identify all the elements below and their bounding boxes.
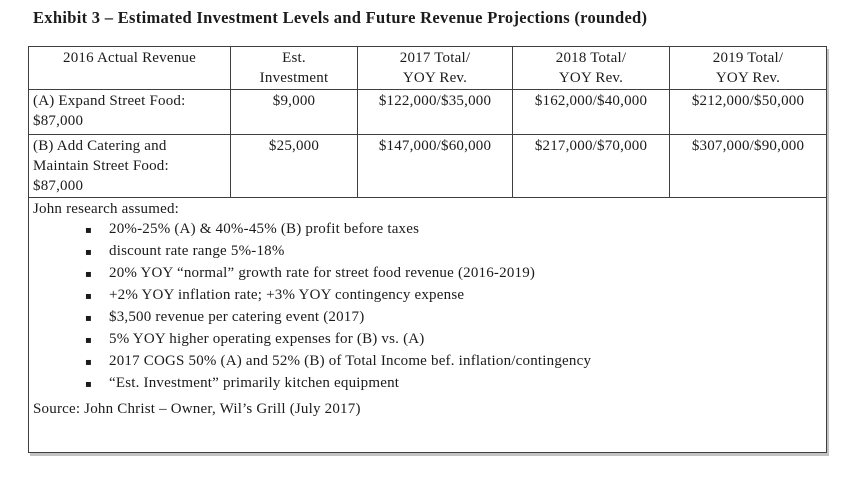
note-item: ▪ $3,500 revenue per catering event (201…	[33, 307, 822, 329]
option-a-2019-revenue: $212,000/$50,000	[669, 89, 827, 135]
header-line: 2016 Actual Revenue	[63, 50, 196, 66]
col-header-est-investment: Est. Investment	[230, 46, 358, 90]
option-b-2017-revenue: $147,000/$60,000	[357, 134, 513, 198]
option-b-2019-revenue: $307,000/$90,000	[669, 134, 827, 198]
notes-section: John research assumed: ▪ 20%-25% (A) & 4…	[28, 197, 827, 453]
label-line: $87,000	[33, 113, 84, 129]
exhibit-title: Exhibit 3 – Estimated Investment Levels …	[33, 8, 648, 27]
table-row-option-a: (A) Expand Street Food: $87,000 $9,000 $…	[28, 89, 827, 135]
header-line: YOY Rev.	[558, 70, 624, 86]
note-item: ▪ +2% YOY inflation rate; +3% YOY contin…	[33, 285, 822, 307]
label-line: (A) Expand Street Food:	[33, 93, 186, 109]
header-line: Est.	[282, 50, 306, 66]
option-a-est-investment: $9,000	[230, 89, 358, 135]
square-bullet-icon: ▪	[85, 335, 92, 346]
projections-table: 2016 Actual Revenue Est. Investment 2017…	[28, 46, 827, 453]
note-item: ▪ “Est. Investment” primarily kitchen eq…	[33, 373, 822, 395]
note-text: 20% YOY “normal” growth rate for street …	[109, 265, 536, 281]
note-text: 20%-25% (A) & 40%-45% (B) profit before …	[109, 221, 420, 237]
table-header-row: 2016 Actual Revenue Est. Investment 2017…	[28, 46, 827, 90]
note-item: ▪ discount rate range 5%-18%	[33, 241, 822, 263]
note-item: ▪ 20%-25% (A) & 40%-45% (B) profit befor…	[33, 219, 822, 241]
note-text: 5% YOY higher operating expenses for (B)…	[109, 331, 425, 347]
option-b-est-investment: $25,000	[230, 134, 358, 198]
option-a-2018-revenue: $162,000/$40,000	[512, 89, 670, 135]
table-row-option-b: (B) Add Catering and Maintain Street Foo…	[28, 134, 827, 198]
source-line: Source: John Christ – Owner, Wil’s Grill…	[33, 401, 361, 417]
header-line: Investment	[259, 70, 329, 86]
square-bullet-icon: ▪	[85, 313, 92, 324]
option-a-label: (A) Expand Street Food: $87,000	[28, 89, 231, 135]
header-line: YOY Rev.	[715, 70, 781, 86]
square-bullet-icon: ▪	[85, 291, 92, 302]
label-line: $87,000	[33, 178, 84, 194]
square-bullet-icon: ▪	[85, 357, 92, 368]
note-item: ▪ 2017 COGS 50% (A) and 52% (B) of Total…	[33, 351, 822, 373]
square-bullet-icon: ▪	[85, 225, 92, 236]
option-b-label: (B) Add Catering and Maintain Street Foo…	[28, 134, 231, 198]
note-text: discount rate range 5%-18%	[109, 243, 285, 259]
square-bullet-icon: ▪	[85, 269, 92, 280]
square-bullet-icon: ▪	[85, 247, 92, 258]
col-header-2017-total-yoy: 2017 Total/ YOY Rev.	[357, 46, 513, 90]
header-line: 2018 Total/	[555, 50, 627, 66]
notes-intro: John research assumed:	[33, 201, 180, 217]
option-a-2017-revenue: $122,000/$35,000	[357, 89, 513, 135]
header-line: 2019 Total/	[712, 50, 784, 66]
col-header-2016-actual-revenue: 2016 Actual Revenue	[28, 46, 231, 90]
note-item: ▪ 20% YOY “normal” growth rate for stree…	[33, 263, 822, 285]
header-line: YOY Rev.	[402, 70, 468, 86]
square-bullet-icon: ▪	[85, 379, 92, 390]
label-line: (B) Add Catering and	[33, 138, 167, 154]
option-b-2018-revenue: $217,000/$70,000	[512, 134, 670, 198]
label-line: Maintain Street Food:	[33, 158, 169, 174]
notes-row: John research assumed: ▪ 20%-25% (A) & 4…	[28, 197, 827, 453]
note-text: +2% YOY inflation rate; +3% YOY continge…	[109, 287, 465, 303]
note-text: $3,500 revenue per catering event (2017)	[109, 309, 365, 325]
note-text: “Est. Investment” primarily kitchen equi…	[109, 375, 400, 391]
col-header-2018-total-yoy: 2018 Total/ YOY Rev.	[512, 46, 670, 90]
note-item: ▪ 5% YOY higher operating expenses for (…	[33, 329, 822, 351]
header-line: 2017 Total/	[399, 50, 471, 66]
col-header-2019-total-yoy: 2019 Total/ YOY Rev.	[669, 46, 827, 90]
note-text: 2017 COGS 50% (A) and 52% (B) of Total I…	[109, 353, 592, 369]
